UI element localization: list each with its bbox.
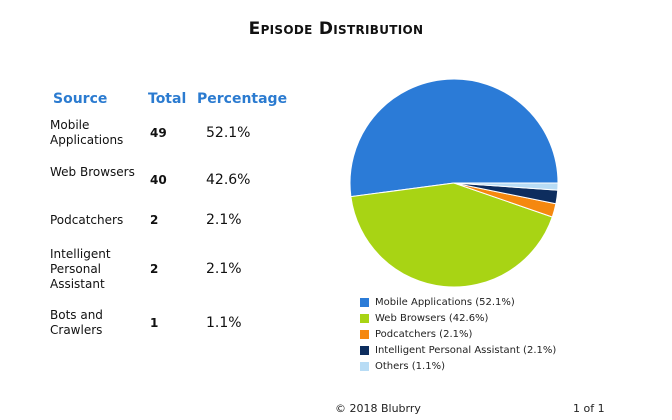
page-number: 1 of 1 — [573, 402, 605, 415]
legend-swatch — [360, 297, 369, 307]
legend-swatch — [360, 361, 369, 371]
total-value: 40 — [150, 173, 167, 187]
legend-label: Others (1.1%) — [375, 360, 445, 372]
legend-swatch — [360, 313, 369, 323]
total-value: 1 — [150, 316, 159, 330]
percentage-value: 2.1% — [206, 261, 242, 277]
source-label: Bots and Crawlers — [50, 308, 103, 337]
column-header-source: Source — [53, 91, 108, 107]
legend-swatch — [360, 329, 369, 339]
legend-item: Others (1.1%) — [360, 358, 556, 374]
legend-swatch — [360, 345, 369, 355]
total-value: 2 — [150, 262, 159, 276]
source-label: Mobile Applications — [50, 118, 124, 147]
legend-item: Web Browsers (42.6%) — [360, 310, 556, 326]
percentage-value: 2.1% — [206, 212, 242, 228]
pie-chart — [349, 78, 559, 288]
legend-item: Intelligent Personal Assistant (2.1%) — [360, 342, 556, 358]
legend-label: Mobile Applications (52.1%) — [375, 296, 515, 308]
percentage-value: 42.6% — [206, 172, 251, 188]
copyright-text: © 2018 Blubrry — [335, 402, 421, 415]
total-value: 49 — [150, 126, 167, 140]
report-title: Episode Distribution — [248, 19, 424, 39]
legend-item: Mobile Applications (52.1%) — [360, 294, 556, 310]
legend-item: Podcatchers (2.1%) — [360, 326, 556, 342]
pie-slice-web-browsers — [350, 182, 553, 288]
legend-label: Intelligent Personal Assistant (2.1%) — [375, 344, 557, 356]
percentage-value: 52.1% — [206, 125, 251, 141]
percentage-value: 1.1% — [206, 315, 242, 331]
total-value: 2 — [150, 213, 159, 227]
chart-legend: Mobile Applications (52.1%) Web Browsers… — [360, 294, 556, 374]
column-header-total: Total — [148, 91, 187, 107]
pie-slice-mobile-applications — [349, 78, 559, 198]
legend-label: Web Browsers (42.6%) — [375, 312, 489, 324]
source-label: Intelligent Personal Assistant — [50, 247, 111, 291]
legend-label: Podcatchers (2.1%) — [375, 328, 473, 340]
source-label: Podcatchers — [50, 213, 124, 227]
column-header-percentage: Percentage — [197, 91, 288, 107]
pie-slice-others — [453, 182, 559, 191]
source-label: Web Browsers — [50, 165, 135, 179]
